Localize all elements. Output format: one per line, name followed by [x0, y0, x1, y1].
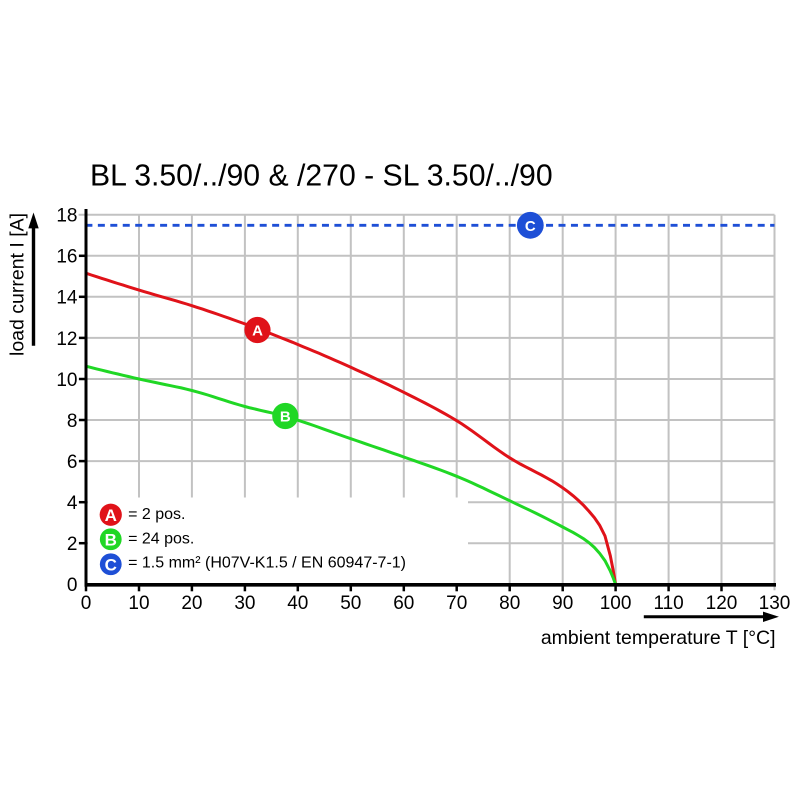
svg-text:C: C: [525, 218, 536, 235]
svg-text:16: 16: [56, 247, 77, 268]
svg-text:18: 18: [56, 206, 77, 227]
svg-text:B: B: [105, 531, 117, 550]
svg-text:110: 110: [653, 593, 683, 614]
svg-text:0: 0: [81, 593, 92, 614]
svg-text:60: 60: [393, 593, 414, 614]
svg-text:BL 3.50/../90 & /270 - SL 3.50: BL 3.50/../90 & /270 - SL 3.50/../90: [90, 159, 553, 192]
svg-text:70: 70: [446, 593, 467, 614]
svg-text:= 2 pos.: = 2 pos.: [128, 506, 185, 523]
svg-text:8: 8: [67, 411, 78, 432]
svg-text:C: C: [105, 556, 117, 575]
svg-text:0: 0: [67, 575, 78, 596]
svg-text:A: A: [252, 323, 263, 340]
svg-text:B: B: [280, 409, 291, 426]
svg-text:= 1.5 mm² (H07V-K1.5 / EN 6094: = 1.5 mm² (H07V-K1.5 / EN 60947-7-1): [128, 555, 406, 572]
svg-text:ambient temperature T [°C]: ambient temperature T [°C]: [541, 627, 776, 649]
svg-text:2: 2: [67, 534, 78, 555]
svg-text:90: 90: [552, 593, 573, 614]
svg-text:40: 40: [287, 593, 308, 614]
svg-text:100: 100: [600, 593, 632, 614]
svg-text:10: 10: [128, 593, 149, 614]
svg-text:12: 12: [56, 329, 77, 350]
svg-text:20: 20: [181, 593, 202, 614]
svg-text:A: A: [105, 506, 117, 525]
svg-text:120: 120: [706, 593, 738, 614]
svg-text:load current I [A]: load current I [A]: [7, 213, 29, 356]
svg-text:130: 130: [759, 593, 791, 614]
svg-text:6: 6: [67, 452, 78, 473]
svg-text:50: 50: [340, 593, 361, 614]
svg-text:= 24 pos.: = 24 pos.: [128, 530, 194, 547]
svg-text:30: 30: [234, 593, 255, 614]
svg-text:80: 80: [499, 593, 520, 614]
svg-text:10: 10: [56, 370, 77, 391]
svg-text:4: 4: [67, 493, 78, 514]
svg-text:14: 14: [56, 288, 78, 309]
